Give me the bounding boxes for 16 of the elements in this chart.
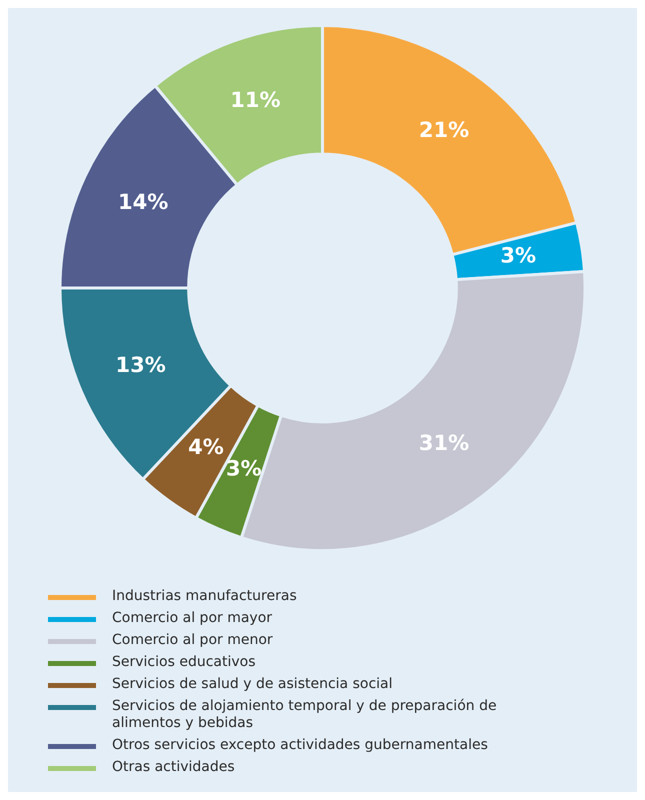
- legend-label: Comercio al por menor: [112, 632, 274, 649]
- legend-label: Servicios educativos: [112, 654, 256, 671]
- data-label: 11%: [230, 88, 280, 112]
- legend-label: Comercio al por mayor: [112, 610, 274, 627]
- data-label: 31%: [418, 431, 470, 456]
- legend-label: Servicios de alojamiento temporal y de preparación de alimentos y bebidas: [112, 698, 498, 732]
- legend-label: Industrias manufactureras: [112, 588, 298, 605]
- legend-label: Otras actividades: [112, 759, 236, 776]
- data-label: 13%: [115, 353, 166, 378]
- data-label: 21%: [418, 118, 470, 142]
- data-label: 14%: [118, 190, 168, 214]
- data-label: 4%: [188, 434, 224, 459]
- legend-label: Otros servicios excepto actividades gubernamentales: [112, 737, 489, 754]
- data-label: 3%: [226, 456, 262, 480]
- data-label: 3%: [500, 243, 536, 268]
- legend-label: Servicios de salud y de asistencia social: [112, 676, 394, 693]
